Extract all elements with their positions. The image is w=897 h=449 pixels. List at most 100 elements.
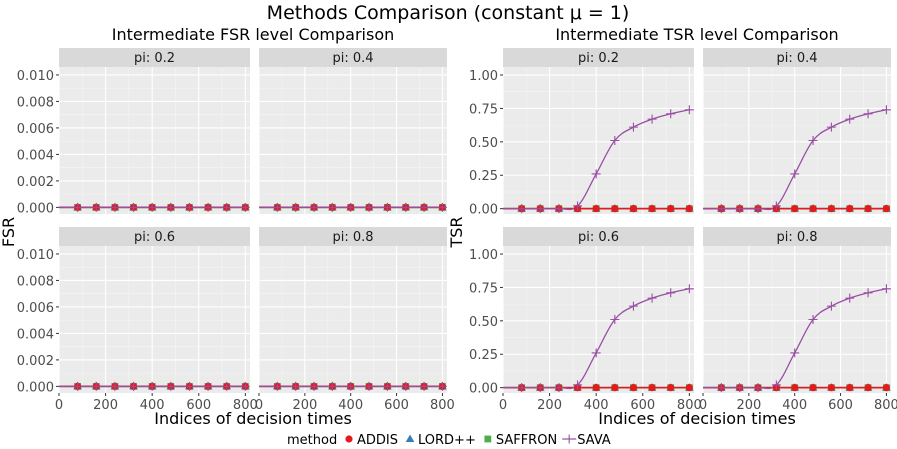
facet-strip [59,48,250,67]
data-point-sava [166,202,176,212]
data-point-sava [291,381,301,391]
y-tick-label: 0.010 [17,248,54,263]
y-tick-label: 0.000 [17,380,54,395]
x-tick-label: 0 [699,398,707,413]
data-point-addis [592,205,600,213]
data-point-sava [628,122,638,132]
x-tick-label: 200 [736,398,761,413]
facet-label: pi: 0.2 [578,51,619,66]
data-point-sava [535,204,545,214]
data-point-sava [826,122,836,132]
data-point-sava [419,381,429,391]
data-point-sava [573,380,583,390]
y-tick-label: 0.004 [17,148,54,163]
y-tick-label: 0.004 [17,327,54,342]
data-point-sava [272,381,282,391]
panel-background [59,67,250,214]
data-point-addis [882,205,891,213]
y-axis-label: FSR [0,217,18,247]
x-tick-label: 0 [55,398,63,413]
legend-label: ADDIS [357,433,398,448]
x-tick-label: 800 [233,398,258,413]
y-tick-label: 1.00 [469,69,498,84]
facet-strip [259,48,447,67]
data-point-sava [771,201,781,211]
facet-label: pi: 0.4 [776,51,817,66]
x-tick-label: 600 [384,398,409,413]
data-point-sava [166,381,176,391]
data-point-addis [809,205,817,213]
data-point-sava [91,381,101,391]
data-point-sava [573,201,583,211]
data-point-sava [129,202,139,212]
data-point-addis [827,384,835,392]
facet-label: pi: 0.2 [134,51,175,66]
data-point-sava [437,381,447,391]
data-point-sava [91,202,101,212]
legend-item-saffron: SAFFRON [484,433,557,448]
legend-title: method [287,433,337,448]
x-tick-label: 600 [630,398,655,413]
legend-label: LORD++ [418,433,476,448]
x-tick-label: 400 [782,398,807,413]
legend-label: SAFFRON [496,433,557,448]
facet-panel: pi: 0.2 0.000 0.002 0.004 0.006 0.008 0.010 [17,48,250,216]
facet-strip [503,48,694,67]
data-point-sava [184,202,194,212]
data-point-addis [648,384,656,392]
data-point-sava [73,202,83,212]
data-point-sava [110,381,120,391]
x-tick-label: 800 [677,398,702,413]
y-tick-label: 0.25 [469,348,498,363]
data-point-sava [327,202,337,212]
facet-panel: pi: 0.8 0 200 400 600 800 [255,227,455,413]
data-point-sava [647,293,657,303]
y-tick-label: 0.002 [17,175,54,190]
data-point-sava [147,381,157,391]
facet-group-tsr: Intermediate TSR level Comparison TSR Indi… [447,25,897,428]
data-point-addis [667,384,675,392]
data-point-sava [790,348,800,358]
y-tick-label: 0.006 [17,122,54,137]
data-point-addis [864,384,872,392]
data-point-sava [382,381,392,391]
y-tick-label: 0.00 [469,203,498,218]
facet-strip [703,48,891,67]
y-tick-label: 1.00 [469,248,498,263]
facet-label: pi: 0.6 [134,230,175,245]
data-point-sava [771,380,781,390]
facet-label: pi: 0.6 [578,230,619,245]
data-point-sava [401,202,411,212]
data-point-sava [647,114,657,124]
data-point-addis [882,384,891,392]
legend-key-plus [564,434,574,444]
data-point-addis [629,205,638,213]
facet-panel: pi: 0.6 0.000 0.002 0.004 0.006 0.008 0.010 0 20… [17,227,258,413]
x-tick-label: 400 [584,398,609,413]
y-tick-label: 0.008 [17,95,54,110]
data-point-sava [203,202,213,212]
data-point-sava [291,202,301,212]
y-tick-label: 0.008 [17,274,54,289]
data-point-sava [666,288,676,298]
data-point-sava [110,202,120,212]
x-tick-label: 600 [186,398,211,413]
data-point-sava [554,383,564,393]
data-point-sava [684,284,694,294]
x-axis-label: Indices of decision times [154,409,352,428]
data-point-sava [845,114,855,124]
data-point-sava [610,136,620,145]
data-point-addis [629,384,638,392]
data-point-sava [628,301,638,311]
data-point-sava [382,202,392,212]
legend: method ADDIS LORD++ SAFFRON SAVA [287,433,611,448]
y-axis-label: TSR [447,216,466,248]
facet-label: pi: 0.8 [776,230,817,245]
data-point-addis [667,205,675,213]
data-point-sava [735,383,745,393]
data-point-sava [309,202,319,212]
data-point-sava [346,202,356,212]
panel-background [59,246,250,393]
legend-item-lord: LORD++ [405,433,476,448]
panel-background [259,67,447,214]
